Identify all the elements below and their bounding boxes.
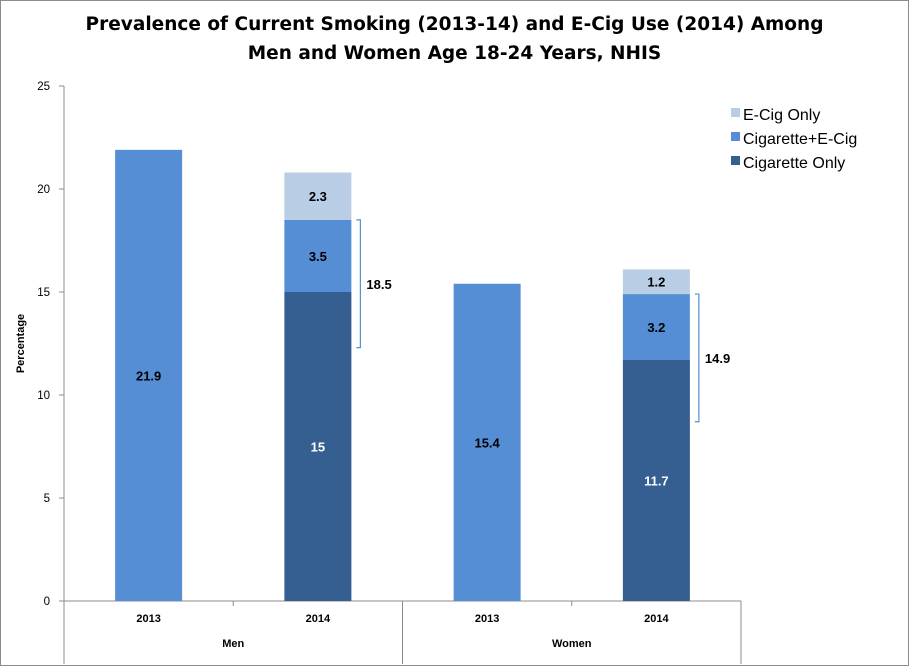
- x-group-label: Women: [552, 638, 592, 650]
- data-label: 3.2: [647, 320, 665, 335]
- data-label: 11.7: [644, 473, 669, 488]
- chart-title-line-2: Men and Women Age 18-24 Years, NHIS: [247, 43, 662, 64]
- data-label: 1.2: [647, 275, 665, 290]
- bracket-total-label: 18.5: [366, 277, 391, 292]
- bracket-total-label: 14.9: [705, 351, 730, 366]
- y-tick-label: 0: [44, 596, 50, 608]
- y-tick-label: 10: [37, 390, 50, 402]
- data-label: 15.4: [474, 435, 500, 450]
- total-bracket: [694, 293, 700, 423]
- x-group-label: Men: [222, 638, 244, 650]
- total-bracket: [356, 219, 361, 349]
- bar-segment-cigarette-e-cig: [453, 283, 521, 601]
- legend-item-label: Cigarette Only: [743, 155, 845, 172]
- bar-segment-cigarette-e-cig: [284, 219, 352, 292]
- data-label: 3.5: [309, 249, 327, 264]
- y-tick-label: 20: [37, 184, 50, 196]
- y-tick-label: 15: [37, 287, 50, 299]
- x-category-label: 2013: [136, 613, 160, 625]
- chart-title-line-1: Prevalence of Current Smoking (2013-14) …: [85, 14, 824, 35]
- bar-segment-cigarette-only: [284, 292, 352, 601]
- legend-item-label: E-Cig Only: [743, 107, 820, 124]
- x-category-label: 2014: [306, 613, 331, 625]
- bar-segment-cigarette-e-cig: [622, 294, 690, 360]
- data-label: 2.3: [309, 189, 327, 204]
- chart-title: Prevalence of Current Smoking (2013-14) …: [0, 10, 909, 68]
- bar-segment-cigarette-only: [622, 359, 690, 601]
- y-tick-label: 25: [37, 81, 50, 93]
- data-label: 21.9: [136, 368, 161, 383]
- y-tick-label: 5: [44, 493, 50, 505]
- y-axis-title: Percentage: [15, 314, 27, 373]
- legend-swatch: [731, 108, 740, 117]
- bar-segment-e-cig-only: [622, 269, 690, 295]
- legend-item-label: Cigarette+E-Cig: [743, 131, 857, 148]
- data-label: 15: [311, 440, 325, 455]
- legend-swatch: [731, 156, 740, 165]
- bar-segment-cigarette-e-cig: [115, 149, 183, 602]
- bar-segment-e-cig-only: [284, 172, 352, 220]
- x-category-label: 2013: [475, 613, 499, 625]
- legend-swatch: [731, 132, 740, 141]
- x-category-label: 2014: [644, 613, 669, 625]
